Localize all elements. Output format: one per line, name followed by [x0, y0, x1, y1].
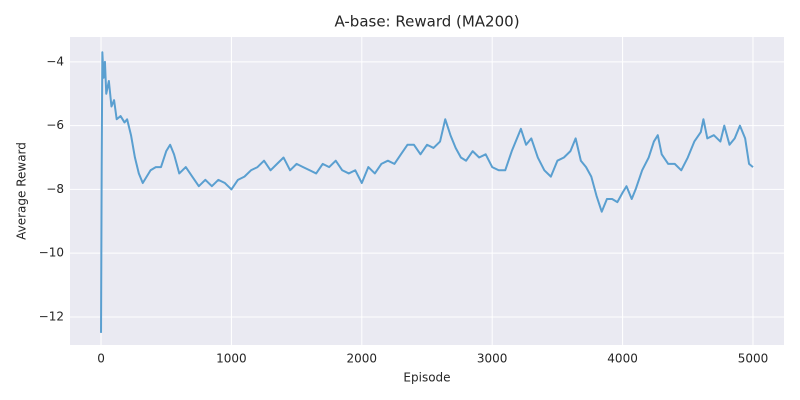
x-tick-label: 0 [97, 352, 105, 366]
plot-area [70, 37, 784, 345]
y-tick-label: −4 [46, 54, 64, 68]
y-tick-label: −6 [46, 118, 64, 132]
x-axis-label: Episode [403, 371, 450, 385]
y-tick-label: −10 [39, 246, 64, 260]
chart-title: A-base: Reward (MA200) [334, 13, 519, 31]
x-tick-label: 2000 [347, 352, 378, 366]
y-tick-label: −8 [46, 182, 64, 196]
x-tick-label: 1000 [216, 352, 247, 366]
y-axis-label: Average Reward [15, 142, 29, 240]
x-tick-label: 4000 [607, 352, 638, 366]
series-line [100, 51, 754, 333]
x-tick-label: 5000 [738, 352, 769, 366]
y-tick-label: −12 [39, 309, 64, 323]
x-tick-label: 3000 [477, 352, 508, 366]
